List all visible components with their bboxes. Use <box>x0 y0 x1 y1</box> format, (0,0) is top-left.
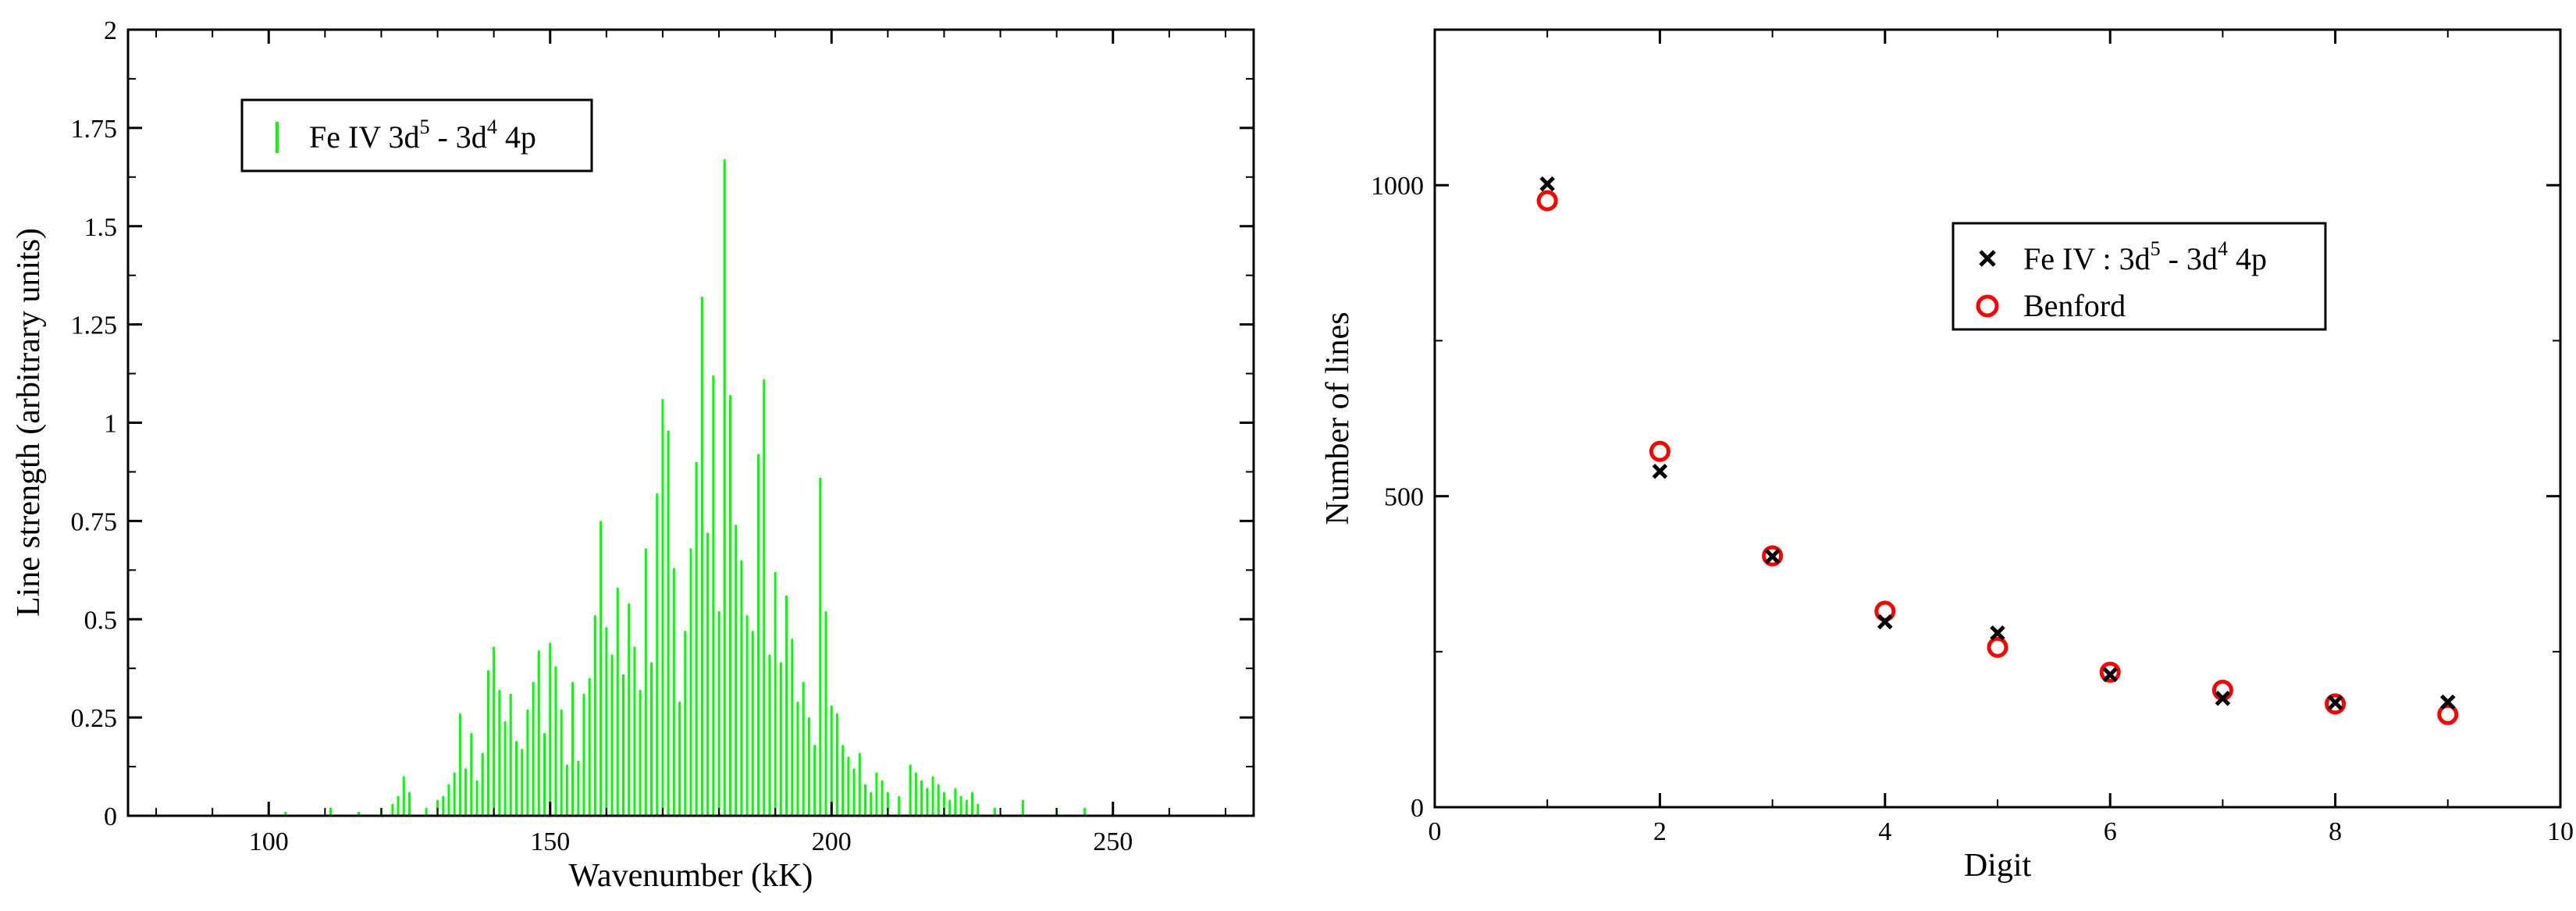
benford-legend-label-benford: Benford <box>2023 288 2126 323</box>
benford-x-tick-label: 8 <box>2329 817 2342 846</box>
spectrum-panel: 100 150 200 250 0 0.25 0.5 0.75 1 1.25 1.5 1.75 2 Wa… <box>11 16 1255 894</box>
benford-panel: 0 2 4 6 8 10 0 500 1000 Digit Number of lines Fe… <box>1320 28 2574 884</box>
benford-x-tick-label: 6 <box>2104 817 2117 846</box>
spectrum-legend-sup1: 5 <box>419 116 429 138</box>
spectrum-y-tick-label: 0.75 <box>71 507 118 536</box>
fe-iv-point <box>2440 694 2456 710</box>
benford-legend: Fe IV : 3d5 - 3d4 4p Benford <box>1952 222 2327 331</box>
spectrum-y-tick-label: 0 <box>104 802 117 831</box>
spectrum-legend: Fe IV 3d5 - 3d4 4p <box>240 98 593 173</box>
benford-x-tick-label: 4 <box>1878 817 1891 846</box>
benford-legend-fe-sup2: 4 <box>2218 237 2228 260</box>
benford-y-tick-label: 0 <box>1411 794 1424 823</box>
spectrum-x-tick-label: 100 <box>249 827 289 856</box>
spectrum-x-tick-label: 150 <box>530 827 570 856</box>
spectrum-legend-box <box>240 98 593 173</box>
fe-iv-point <box>2327 695 2343 710</box>
benford-y-axis-label: Number of lines <box>1320 312 1356 525</box>
benford-legend-fe-end: 4p <box>2228 241 2267 276</box>
benford-point <box>2099 661 2121 683</box>
spectrum-y-tick-label: 0.25 <box>71 704 118 733</box>
benford-legend-fe-base: Fe IV : 3d <box>2023 241 2151 276</box>
spectrum-y-tick-label: 1.5 <box>84 213 118 242</box>
benford-legend-x-marker <box>1979 250 1996 267</box>
fe-iv-point <box>2215 690 2231 706</box>
spectrum-legend-mid: - 3d <box>429 119 486 155</box>
benford-x-tick-label: 2 <box>1653 817 1667 846</box>
benford-point <box>1649 440 1670 462</box>
spectrum-y-tick-label: 1.75 <box>71 115 118 144</box>
benford-legend-box <box>1952 222 2327 331</box>
benford-legend-fe-mid: - 3d <box>2161 241 2218 276</box>
benford-x-tick-label: 10 <box>2547 817 2574 846</box>
spectrum-legend-base: Fe IV 3d <box>309 119 419 155</box>
benford-x-axis-label: Digit <box>1964 848 2032 884</box>
benford-legend-fe-sup1: 5 <box>2151 237 2161 260</box>
spectrum-y-tick-label: 2 <box>104 16 117 45</box>
spectrum-x-axis-label: Wavenumber (kK) <box>569 858 813 894</box>
spectrum-x-tick-label: 250 <box>1093 827 1133 856</box>
fe-iv-point <box>2102 667 2118 683</box>
benford-point <box>1762 545 1784 567</box>
spectrum-y-axis-label: Line strength (arbitrary units) <box>11 228 47 617</box>
benford-y-tick-label: 500 <box>1384 483 1424 512</box>
spectrum-legend-end: 4p <box>497 119 536 155</box>
spectrum-x-tick-label: 200 <box>812 827 852 856</box>
benford-legend-circle-marker <box>1976 294 1999 318</box>
fe-iv-point <box>1877 614 1893 630</box>
benford-point <box>1987 636 2008 658</box>
spectrum-bars <box>284 159 1087 816</box>
spectrum-y-tick-label: 1 <box>104 410 117 439</box>
benford-legend-label-fe: Fe IV : 3d5 - 3d4 4p <box>2023 237 2267 276</box>
benford-point <box>2437 703 2459 725</box>
benford-point <box>2325 693 2347 715</box>
benford-points <box>1536 176 2459 725</box>
benford-point <box>1536 190 1558 212</box>
benford-x-tick-label: 0 <box>1429 817 1442 846</box>
fe-iv-point <box>1990 625 2005 641</box>
fe-iv-point <box>1539 176 1555 192</box>
spectrum-y-tick-label: 1.25 <box>71 311 118 340</box>
spectrum-legend-sup2: 4 <box>487 116 497 138</box>
fe-iv-point <box>1652 463 1668 479</box>
spectrum-legend-label: Fe IV 3d5 - 3d4 4p <box>309 116 536 155</box>
fe-iv-point <box>1764 549 1781 564</box>
spectrum-y-tick-label: 0.5 <box>84 606 118 635</box>
benford-plot-frame <box>1433 28 2562 809</box>
benford-y-tick-label: 1000 <box>1371 172 1424 201</box>
spectrum-ticks: 100 150 200 250 0 0.25 0.5 0.75 1 1.25 1.5 1.75 2 <box>71 16 1254 856</box>
benford-ticks: 0 2 4 6 8 10 0 500 1000 <box>1371 30 2574 846</box>
